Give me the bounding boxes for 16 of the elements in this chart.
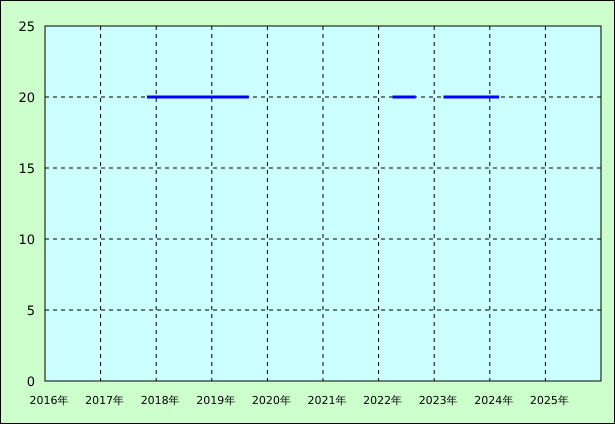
x-tick-label: 2019年	[196, 394, 236, 407]
x-tick-label: 2025年	[530, 394, 569, 407]
x-tick-label: 2023年	[418, 394, 458, 407]
x-tick-label: 2021年	[308, 394, 346, 407]
y-tick-label: 20	[18, 91, 35, 106]
x-tick-label: 2020年	[252, 394, 291, 407]
y-tick-label: 15	[18, 162, 35, 177]
y-tick-label: 10	[18, 233, 35, 248]
x-tick-label: 2016年	[30, 394, 68, 407]
y-tick-label: 25	[18, 20, 35, 35]
y-tick-label: 5	[26, 304, 35, 319]
x-tick-label: 2022年	[363, 394, 402, 407]
x-tick-label: 2018年	[140, 394, 180, 407]
x-tick-label: 2024年	[474, 394, 514, 407]
x-tick-label: 2017年	[85, 394, 124, 407]
y-tick-label: 0	[26, 375, 35, 390]
